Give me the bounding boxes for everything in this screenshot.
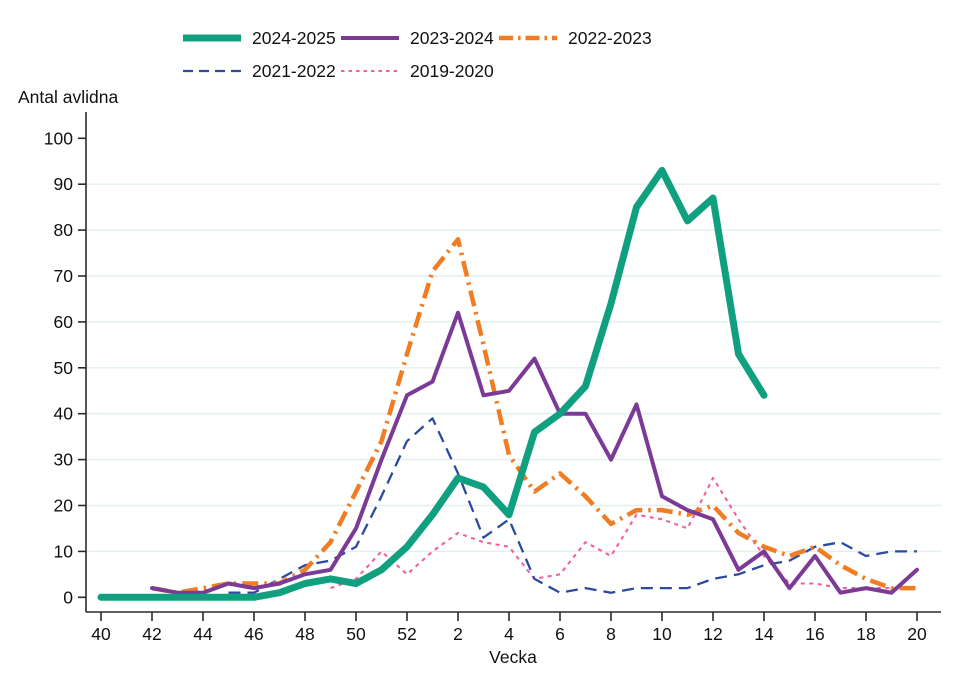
series-lines xyxy=(97,166,919,601)
legend-swatch-2023-2024 xyxy=(341,36,399,40)
x-tick-label: 8 xyxy=(606,624,616,644)
x-tick-label: 10 xyxy=(652,624,672,644)
x-tick-label: 12 xyxy=(703,624,722,644)
x-tick-label: 50 xyxy=(346,624,366,644)
legend-label: 2024-2025 xyxy=(252,27,336,48)
legend-item-2019-2020: 2019-2020 xyxy=(340,60,494,82)
series-line-2023-2024 xyxy=(150,310,919,595)
y-tick-label: 30 xyxy=(54,450,74,470)
y-tick-label: 10 xyxy=(54,541,74,561)
x-tick-label: 16 xyxy=(805,624,824,644)
y-tick-label: 20 xyxy=(54,496,74,516)
legend-swatch-2019-2020 xyxy=(341,69,399,73)
x-tick-label: 52 xyxy=(397,624,416,644)
series-line-2021-2022 xyxy=(228,417,917,594)
y-tick-label: 70 xyxy=(54,266,74,286)
y-tick-label: 80 xyxy=(54,220,74,240)
series-line-2022-2023 xyxy=(151,237,917,595)
legend-item-2023-2024: 2023-2024 xyxy=(340,27,494,49)
chart-legend: 2024-2025 2023-2024 2022-2023 2021-2022 2019… xyxy=(0,0,962,90)
legend-swatch-2021-2022 xyxy=(183,69,241,73)
x-tick-label: 48 xyxy=(295,624,314,644)
x-tick-label: 46 xyxy=(244,624,263,644)
y-tick-label: 50 xyxy=(54,358,74,378)
x-tick-label: 18 xyxy=(856,624,875,644)
legend-label: 2022-2023 xyxy=(568,27,652,48)
series-line-2024-2025 xyxy=(97,166,768,601)
legend-item-2022-2023: 2022-2023 xyxy=(498,27,652,49)
legend-item-2021-2022: 2021-2022 xyxy=(182,60,336,82)
x-tick-label: 4 xyxy=(504,624,514,644)
legend-label: 2021-2022 xyxy=(252,60,336,81)
series-line-2019-2020 xyxy=(330,476,917,590)
y-tick-label: 60 xyxy=(54,312,74,332)
y-tick-label: 100 xyxy=(44,128,73,148)
x-tick-label: 40 xyxy=(91,624,111,644)
x-tick-label: 20 xyxy=(907,624,927,644)
y-tick-label: 0 xyxy=(63,587,73,607)
y-tick-label: 40 xyxy=(54,404,74,424)
axes xyxy=(78,112,941,621)
legend-swatch-2024-2025 xyxy=(183,34,241,42)
legend-label: 2019-2020 xyxy=(410,60,494,81)
x-tick-label: 6 xyxy=(555,624,565,644)
x-tick-label: 42 xyxy=(142,624,161,644)
x-axis-title: Vecka xyxy=(489,647,537,667)
legend-swatch-2022-2023 xyxy=(499,35,557,41)
y-axis-title: Antal avlidna xyxy=(18,87,118,107)
y-tick-label: 90 xyxy=(54,174,74,194)
legend-label: 2023-2024 xyxy=(410,27,494,48)
legend-item-2024-2025: 2024-2025 xyxy=(182,27,336,49)
x-tick-label: 44 xyxy=(193,624,213,644)
x-tick-label: 2 xyxy=(453,624,463,644)
x-tick-label: 14 xyxy=(754,624,774,644)
